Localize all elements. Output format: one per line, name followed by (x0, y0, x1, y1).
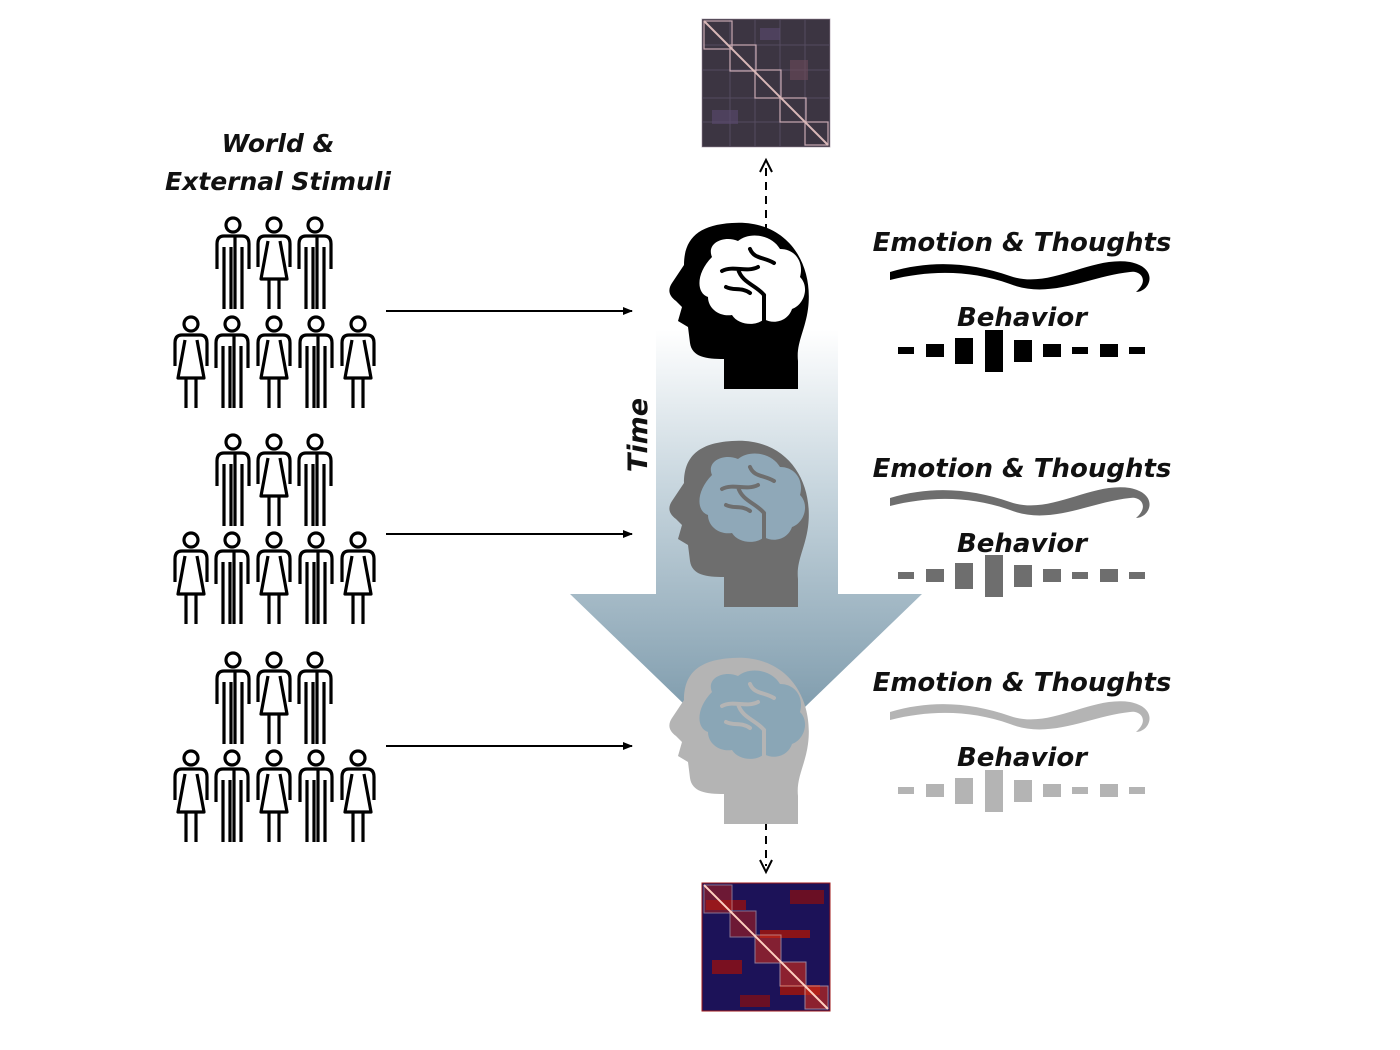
person-icon (215, 433, 251, 528)
person-icon (214, 749, 250, 844)
wave-icon (890, 701, 1150, 732)
connectivity-matrix-icon-bottom (701, 882, 831, 1012)
head-profile-brain-icon-2 (669, 440, 809, 607)
connectivity-matrix-icon-top (701, 18, 831, 148)
person-icon (340, 315, 376, 410)
person-icon (173, 315, 209, 410)
person-icon (215, 216, 251, 311)
state-panel-1: Emotion & Thoughts Behavior (873, 228, 1172, 372)
behavior-bars-icon (898, 770, 1145, 812)
people-group-1 (173, 216, 376, 410)
people-group-2 (173, 433, 376, 626)
wave-icon (890, 487, 1150, 518)
person-icon (256, 315, 292, 410)
person-icon (173, 531, 209, 626)
behavior-bars-icon (898, 555, 1145, 597)
head-profile-brain-icon-3 (669, 657, 809, 824)
person-icon (297, 651, 333, 746)
person-icon (256, 651, 292, 746)
people-group-3 (173, 651, 376, 844)
behavior-bars-icon (898, 330, 1145, 372)
person-icon (215, 651, 251, 746)
person-icon (297, 433, 333, 528)
person-icon (256, 531, 292, 626)
person-icon (297, 216, 333, 311)
person-icon (298, 749, 334, 844)
behavior-label: Behavior (957, 303, 1089, 333)
person-icon (340, 749, 376, 844)
person-icon (298, 531, 334, 626)
person-icon (298, 315, 334, 410)
person-icon (256, 216, 292, 311)
stimuli-label-line2: External Stimuli (165, 167, 391, 196)
behavior-label: Behavior (957, 743, 1089, 773)
person-icon (173, 749, 209, 844)
emotion-thoughts-label: Emotion & Thoughts (873, 228, 1172, 258)
person-icon (214, 531, 250, 626)
state-panel-2: Emotion & Thoughts Behavior (873, 454, 1172, 597)
person-icon (256, 433, 292, 528)
wave-icon (890, 261, 1150, 292)
emotion-thoughts-label: Emotion & Thoughts (873, 454, 1172, 484)
emotion-thoughts-label: Emotion & Thoughts (873, 668, 1172, 698)
arrowhead-icon (759, 859, 773, 875)
person-icon (256, 749, 292, 844)
stimuli-label-line1: World & (222, 129, 335, 158)
behavior-label: Behavior (957, 529, 1089, 559)
person-icon (214, 315, 250, 410)
arrowhead-icon (759, 157, 773, 173)
person-icon (340, 531, 376, 626)
time-label: Time (623, 398, 654, 472)
head-profile-brain-icon-1 (669, 222, 809, 389)
state-panel-3: Emotion & Thoughts Behavior (873, 668, 1172, 812)
